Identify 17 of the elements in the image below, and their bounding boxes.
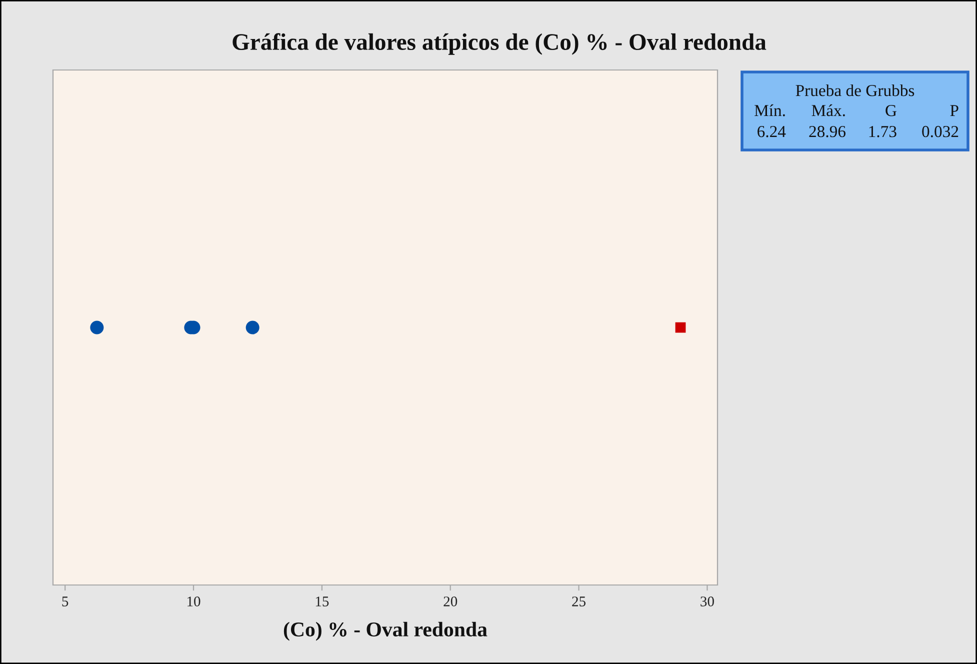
text: Mín. (754, 104, 785, 116)
text: 28.96 (809, 126, 846, 138)
text: Máx. (812, 104, 845, 116)
chart-title: Gráfica de valores atípicos de (Co) % - Oval redonda (232, 33, 766, 55)
x-tick-label: 25 (572, 596, 586, 606)
x-tick-label: 5 (62, 596, 68, 606)
text: Prueba de Grubbs (796, 84, 914, 96)
x-tick-label: 20 (444, 596, 458, 606)
text: P (950, 105, 958, 116)
text: G (886, 104, 896, 116)
x-tick-label: 10 (187, 596, 200, 606)
x-axis-title: (Co) % - Oval redonda (284, 622, 488, 641)
x-tick-label: 30 (700, 596, 714, 606)
x-tick-label: 15 (316, 596, 329, 606)
text: 6.24 (758, 126, 786, 138)
text: 1.73 (869, 126, 896, 138)
text: 0.032 (922, 126, 958, 138)
